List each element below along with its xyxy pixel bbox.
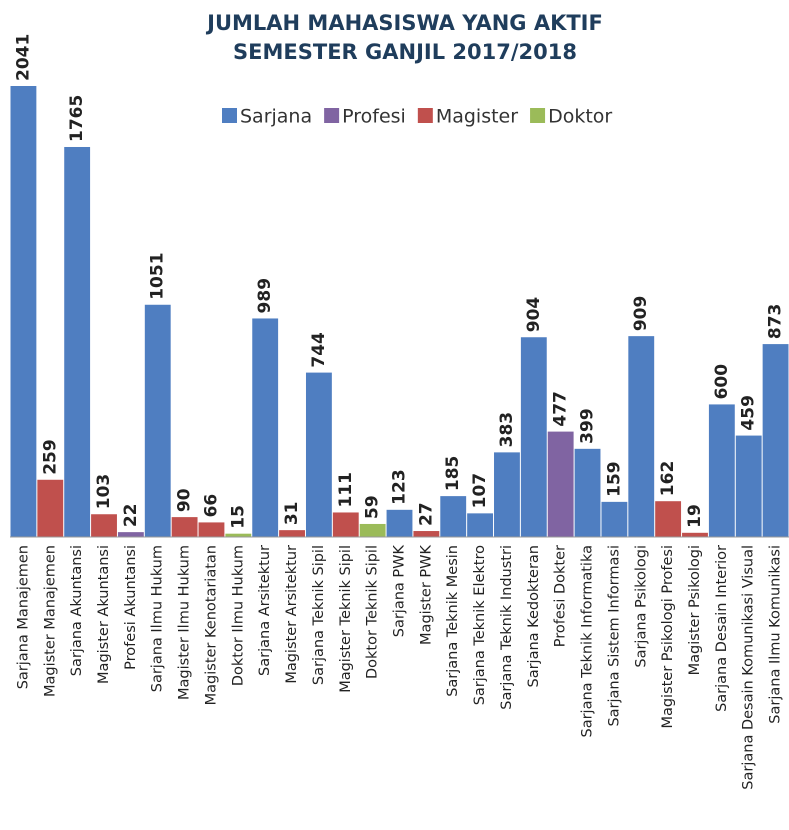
x-tick-label: Magister Teknik Sipil — [338, 545, 354, 693]
bar — [386, 509, 413, 537]
legend-swatch — [530, 108, 546, 123]
value-label: 90 — [175, 488, 195, 512]
x-tick-label: Doktor Teknik Sipil — [365, 545, 381, 679]
bar — [225, 533, 252, 537]
x-tick-label: Sarjana Psikologi — [633, 545, 649, 668]
value-label: 66 — [201, 494, 221, 518]
value-label: 989 — [255, 278, 275, 314]
bar — [682, 532, 708, 537]
bar — [305, 372, 332, 537]
x-tick-label: Sarjana Teknik Elektro — [472, 545, 488, 705]
value-label: 107 — [470, 473, 490, 508]
x-tick-label: Sarjana Teknik Informatika — [580, 545, 596, 738]
x-tick-label: Sarjana Ilmu Komunikasi — [768, 545, 784, 724]
bar — [171, 517, 198, 537]
bar — [574, 448, 601, 537]
bar — [440, 496, 467, 537]
legend-label: Profesi — [342, 106, 406, 128]
value-label: 459 — [739, 395, 759, 431]
value-label: 19 — [685, 504, 705, 528]
x-tick-label: Profesi Dokter — [553, 545, 569, 647]
x-tick-label: Sarjana Manajemen — [15, 545, 31, 689]
bar — [655, 501, 682, 537]
bar — [601, 501, 628, 537]
bar — [762, 344, 789, 537]
value-label: 15 — [228, 505, 248, 529]
value-label: 600 — [712, 364, 732, 400]
legend-swatch — [222, 108, 237, 123]
x-tick-label: Magister PWK — [418, 545, 434, 645]
value-label: 399 — [578, 408, 598, 444]
x-tick-label: Magister Arsitektur — [284, 545, 300, 684]
value-label: 103 — [94, 474, 114, 510]
value-label: 1051 — [148, 252, 168, 299]
value-label: 904 — [524, 297, 544, 333]
chart-title: SEMESTER GANJIL 2017/2018 — [233, 40, 577, 64]
bar — [144, 304, 171, 537]
x-tick-label: Sarjana Teknik Mesin — [445, 545, 461, 697]
x-tick-label: Magister Kenotariatan — [203, 545, 219, 705]
x-tick-label: Magister Manajemen — [42, 545, 58, 697]
bar — [91, 514, 117, 537]
x-tick-label: Magister Psikologi — [687, 545, 703, 675]
x-tick-label: Sarjana Teknik Industri — [499, 545, 515, 710]
bar — [64, 146, 91, 538]
bar — [494, 452, 520, 537]
x-tick-label: Sarjana Arsitektur — [257, 545, 273, 676]
legend-swatch — [324, 108, 340, 123]
x-tick-label: Sarjana Teknik Sipil — [311, 545, 327, 685]
value-label: 27 — [416, 502, 436, 526]
bar — [252, 318, 279, 537]
value-label: 909 — [631, 296, 651, 332]
bar — [547, 431, 574, 537]
x-tick-label: Sarjana Desain Komunikasi Visual — [741, 545, 757, 790]
bar — [279, 530, 305, 537]
value-label: 744 — [309, 332, 329, 368]
bar — [117, 532, 144, 537]
legend-label: Sarjana — [240, 106, 312, 128]
bar — [37, 479, 64, 537]
value-label: 123 — [390, 469, 410, 505]
x-tick-label: Sarjana Akuntansi — [69, 545, 85, 676]
bar — [520, 337, 547, 537]
legend-label: Doktor — [548, 106, 612, 128]
bar — [628, 336, 655, 537]
x-tick-label: Magister Akuntansi — [96, 545, 112, 684]
value-label: 111 — [336, 472, 356, 508]
bar — [735, 435, 762, 537]
value-label: 59 — [363, 495, 383, 519]
value-label: 159 — [604, 461, 624, 497]
legend-swatch — [417, 108, 433, 123]
value-label: 383 — [497, 412, 517, 447]
bar — [198, 522, 225, 537]
x-tick-label: Sarjana Desain Interior — [714, 545, 730, 712]
chart-title: JUMLAH MAHASISWA YANG AKTIF — [205, 11, 603, 35]
bar — [332, 512, 359, 537]
bar — [359, 523, 386, 537]
bar — [10, 86, 37, 537]
legend-label: Magister — [436, 106, 518, 128]
value-label: 259 — [40, 439, 60, 475]
value-label: 477 — [551, 391, 571, 427]
x-tick-label: Profesi Akuntansi — [123, 545, 139, 670]
x-tick-label: Sarjana Sistem Informasi — [606, 545, 622, 727]
value-label: 2041 — [13, 34, 33, 81]
x-tick-label: Doktor Ilmu Hukum — [230, 545, 246, 686]
x-tick-label: Magister Psikologi Profesi — [660, 545, 676, 729]
bar — [413, 531, 440, 537]
value-label: 873 — [766, 304, 786, 340]
bar — [708, 404, 735, 537]
value-label: 162 — [658, 461, 678, 497]
bar — [467, 513, 494, 537]
x-tick-label: Magister Ilmu Hukum — [177, 545, 193, 700]
x-tick-label: Sarjana Ilmu Hukum — [150, 545, 166, 692]
value-label: 185 — [443, 456, 463, 492]
value-label: 31 — [282, 501, 302, 525]
x-tick-label: Sarjana PWK — [392, 545, 408, 638]
x-tick-label: Sarjana Kedokteran — [526, 545, 542, 687]
value-label: 1765 — [67, 95, 87, 142]
value-label: 22 — [121, 503, 141, 527]
